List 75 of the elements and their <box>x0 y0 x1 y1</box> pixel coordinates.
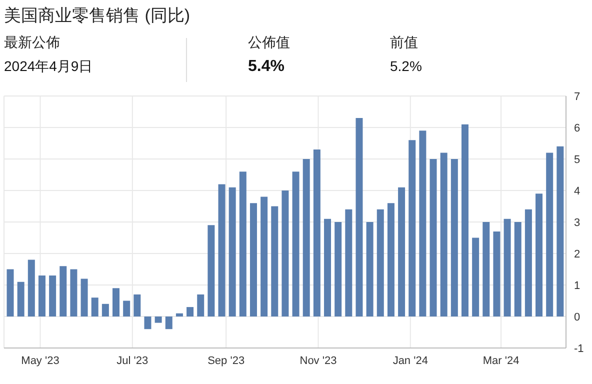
bar <box>250 203 257 316</box>
bar <box>524 209 532 316</box>
bar <box>546 152 554 316</box>
text: 2024年4月9日 <box>4 58 93 76</box>
y-tick-label: 1 <box>574 280 580 292</box>
text: 公佈值 <box>248 34 290 52</box>
bar <box>536 194 543 316</box>
bar <box>408 140 416 316</box>
x-tick-label: Sep '23 <box>208 354 245 367</box>
bar <box>38 276 46 316</box>
bar <box>176 313 183 316</box>
bar <box>80 278 88 316</box>
x-tick-label: May '23 <box>21 354 60 367</box>
bar <box>504 218 511 316</box>
chart-title: 美国商业零售销售 (同比) <box>4 5 190 27</box>
bar <box>398 187 406 316</box>
bar <box>6 269 14 316</box>
bar <box>260 196 268 316</box>
bar <box>102 304 109 316</box>
bar <box>208 225 215 316</box>
bar <box>387 203 394 316</box>
bar <box>514 222 522 316</box>
bar <box>419 130 426 316</box>
bar <box>17 282 24 316</box>
y-tick-label: 4 <box>574 185 580 198</box>
bar <box>324 218 332 316</box>
bar <box>440 152 448 316</box>
bar <box>334 222 342 316</box>
bar <box>430 159 437 316</box>
text: 最新公佈 <box>4 34 61 52</box>
bar <box>134 294 141 316</box>
bar <box>313 150 320 316</box>
bar <box>493 231 500 316</box>
bar <box>271 206 278 316</box>
bar <box>556 146 564 316</box>
text: 5.2% <box>390 58 422 74</box>
y-tick-label: 0 <box>574 311 580 324</box>
bar <box>376 209 384 316</box>
text: 前值 <box>390 34 419 52</box>
x-tick-label: Mar '24 <box>482 354 520 367</box>
bar <box>356 118 363 316</box>
bar <box>186 307 194 316</box>
x-tick-label: Jul '23 <box>116 354 148 367</box>
bar <box>91 298 98 316</box>
x-tick-label: Jan '24 <box>392 354 428 367</box>
y-tick-label: -1 <box>574 342 584 355</box>
y-tick-label: 3 <box>574 216 580 229</box>
bar <box>144 316 152 330</box>
bar <box>28 260 35 316</box>
bar <box>218 184 226 316</box>
bar <box>345 209 352 316</box>
bar <box>154 316 162 323</box>
bar <box>112 288 120 316</box>
bar <box>366 222 374 316</box>
text: 5.4% <box>248 58 286 76</box>
bar <box>282 190 289 316</box>
bar <box>450 159 458 316</box>
bar <box>292 172 300 316</box>
bar <box>239 172 246 316</box>
y-tick-label: 7 <box>574 90 580 103</box>
bar <box>60 266 67 316</box>
y-tick-label: 6 <box>574 122 580 134</box>
bar <box>482 222 490 316</box>
bar <box>472 238 480 316</box>
bar <box>461 124 468 316</box>
x-tick-label: Nov '23 <box>300 354 337 367</box>
y-tick-label: 5 <box>574 154 580 166</box>
bar <box>49 276 56 316</box>
y-tick-label: 2 <box>574 248 580 260</box>
bar <box>165 316 172 330</box>
bar <box>228 187 236 316</box>
bar <box>302 159 310 316</box>
bar <box>197 294 204 316</box>
bar <box>123 300 130 316</box>
bar <box>70 269 78 316</box>
